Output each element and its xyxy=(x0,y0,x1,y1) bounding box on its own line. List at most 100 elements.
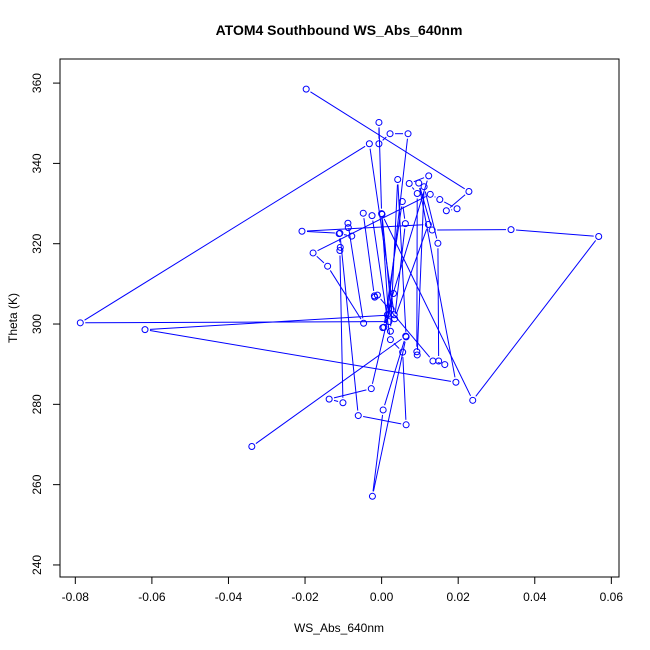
series-line-segment xyxy=(317,196,426,252)
plot-frame xyxy=(59,58,620,578)
series-line-segment xyxy=(378,127,382,209)
series-line-segment xyxy=(437,248,440,356)
data-point xyxy=(424,220,432,228)
data-point xyxy=(436,196,444,204)
y-tick-label: 300 xyxy=(30,314,44,334)
data-point xyxy=(383,311,391,319)
series-line-segment xyxy=(515,229,594,237)
data-point xyxy=(390,311,398,319)
data-point xyxy=(398,198,406,206)
data-point xyxy=(309,249,317,257)
data-point xyxy=(386,130,394,138)
data-point xyxy=(391,315,399,323)
series-line-segment xyxy=(387,138,408,310)
series-line-segment xyxy=(394,228,406,314)
data-point xyxy=(429,357,437,365)
series-line-segment xyxy=(384,340,405,406)
data-point xyxy=(387,305,395,313)
series-line-segment xyxy=(333,389,367,399)
y-axis: 240 260 280 300 320 340 360 xyxy=(30,73,60,575)
y-tick-label: 260 xyxy=(30,474,44,494)
y-tick-label: 240 xyxy=(30,555,44,575)
data-point xyxy=(402,421,410,429)
series-line-segment xyxy=(363,218,375,292)
data-point xyxy=(324,262,332,270)
series-line-segment xyxy=(419,187,432,226)
series-line-segment xyxy=(383,218,471,397)
series-line-segment xyxy=(149,314,390,330)
series-line-segment xyxy=(306,224,424,232)
data-point xyxy=(302,85,310,93)
series-line-segment xyxy=(402,206,406,219)
series-line-segment xyxy=(149,329,452,382)
series-line-segment xyxy=(384,206,403,323)
data-point xyxy=(385,318,393,326)
data-point xyxy=(379,406,387,414)
data-point xyxy=(453,205,461,213)
x-axis-label: WS_Abs_640nm xyxy=(294,621,384,635)
series-line-segment xyxy=(382,136,387,141)
data-point xyxy=(415,179,423,187)
data-point xyxy=(336,229,344,237)
series-line-segment xyxy=(395,228,428,315)
data-point xyxy=(368,212,376,220)
x-tick-label: 0.00 xyxy=(370,590,394,604)
series-line-segment xyxy=(316,255,325,264)
series-line-segment xyxy=(402,357,407,420)
x-tick-label: 0.02 xyxy=(447,590,471,604)
series-line-segment xyxy=(310,91,465,190)
series-line-segment xyxy=(372,414,384,492)
series-line-segment xyxy=(443,201,453,207)
series-line-segment xyxy=(85,321,384,324)
data-point xyxy=(380,323,388,331)
x-tick-label: 0.06 xyxy=(600,590,624,604)
chart-title: ATOM4 Southbound WS_Abs_640nm xyxy=(216,22,463,38)
data-point xyxy=(367,385,375,393)
data-point xyxy=(426,190,434,198)
data-point xyxy=(76,319,84,327)
x-tick-label: -0.08 xyxy=(62,590,90,604)
series-line-segment xyxy=(343,234,347,236)
series-line-segment xyxy=(339,238,359,411)
data-point xyxy=(595,232,603,240)
data-point xyxy=(141,326,149,334)
data-point xyxy=(336,247,344,255)
series-line-segment xyxy=(348,228,364,319)
series-line-segment xyxy=(255,338,402,444)
data-point xyxy=(359,209,367,217)
data-point xyxy=(404,130,412,138)
data-point xyxy=(452,378,460,386)
data-point xyxy=(389,290,397,298)
series-line-segment xyxy=(419,187,456,378)
data-point xyxy=(339,399,347,407)
data-point xyxy=(378,210,386,218)
data-point xyxy=(348,232,356,240)
data-point xyxy=(399,348,407,356)
series-line-segment xyxy=(475,240,597,397)
x-tick-label: -0.02 xyxy=(291,590,319,604)
data-point xyxy=(413,190,421,198)
data-point xyxy=(325,395,333,403)
data-point xyxy=(425,172,433,180)
series-line-segment xyxy=(369,148,395,310)
data-point xyxy=(344,224,352,232)
x-tick-label: -0.06 xyxy=(138,590,166,604)
data-point xyxy=(375,140,383,148)
data-point xyxy=(420,183,428,191)
series-line-segment xyxy=(383,180,428,323)
data-point xyxy=(507,226,515,234)
data-series xyxy=(76,85,603,500)
series-line-segment xyxy=(306,231,335,234)
data-point xyxy=(344,219,352,227)
series-line-segment xyxy=(397,184,407,332)
data-point xyxy=(405,179,413,187)
series-line-segment xyxy=(339,255,344,398)
y-tick-label: 340 xyxy=(30,153,44,173)
series-line-segment xyxy=(411,187,415,190)
data-point xyxy=(402,332,410,340)
data-point xyxy=(465,188,473,196)
data-point xyxy=(386,327,394,335)
data-point xyxy=(469,396,477,404)
x-tick-label: 0.04 xyxy=(523,590,547,604)
